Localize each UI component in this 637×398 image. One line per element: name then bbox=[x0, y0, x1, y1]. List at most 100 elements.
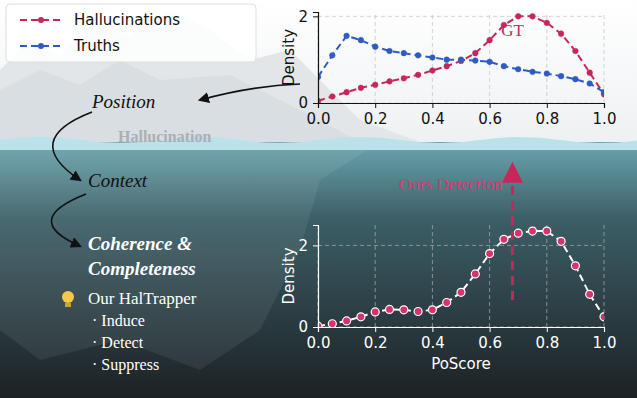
tick-label: 0.6 bbox=[478, 334, 502, 352]
tick-mark bbox=[432, 103, 433, 108]
tick: 0.8 bbox=[535, 327, 559, 352]
legend-label: Truths bbox=[73, 37, 120, 55]
series-marker bbox=[557, 237, 565, 245]
iceberg-underwater bbox=[0, 142, 380, 370]
step-label: Coherence & bbox=[88, 233, 192, 254]
grid-line bbox=[318, 16, 604, 17]
tick-label: 0 bbox=[298, 318, 308, 336]
tick-mark bbox=[547, 327, 548, 332]
tick-label: 0 bbox=[298, 94, 308, 112]
tick-label: 0.6 bbox=[478, 110, 502, 128]
series-marker bbox=[400, 306, 408, 314]
series-marker bbox=[600, 313, 604, 321]
legend-entry: Truths bbox=[20, 37, 120, 55]
sky bbox=[0, 0, 637, 142]
annotation: Ours Detection bbox=[399, 175, 503, 194]
series-marker bbox=[371, 308, 379, 316]
series-marker bbox=[544, 71, 550, 77]
series-marker bbox=[587, 81, 593, 87]
water bbox=[0, 142, 637, 398]
series-marker bbox=[372, 44, 378, 50]
tick-mark bbox=[313, 16, 318, 17]
tick: 2 bbox=[298, 8, 318, 26]
tick: 0.2 bbox=[364, 327, 388, 352]
grid bbox=[318, 12, 604, 103]
tick-label: 0.2 bbox=[364, 110, 388, 128]
x-axis-title: PoScore bbox=[431, 355, 491, 373]
bulb-icon bbox=[62, 291, 74, 307]
series-marker bbox=[344, 33, 350, 39]
annotation: GT bbox=[501, 21, 524, 40]
series-marker bbox=[358, 85, 364, 91]
y-axis: 02 bbox=[298, 226, 318, 337]
tick-label: 0.4 bbox=[421, 334, 445, 352]
method-title: Our HalTrapper bbox=[88, 289, 197, 308]
series-marker bbox=[558, 31, 564, 37]
series-marker bbox=[486, 250, 494, 258]
flow-arrow bbox=[51, 194, 86, 246]
series-marker bbox=[330, 94, 336, 100]
series-marker bbox=[473, 58, 479, 64]
tick-label: 1.0 bbox=[593, 110, 617, 128]
axis-line bbox=[313, 226, 319, 328]
flow-arrow bbox=[200, 84, 300, 100]
tick-mark bbox=[490, 103, 491, 108]
series-marker bbox=[387, 79, 393, 85]
series-marker bbox=[487, 59, 493, 65]
series-line bbox=[318, 36, 604, 92]
legend-entry: Hallucinations bbox=[20, 11, 180, 29]
series-marker bbox=[330, 53, 336, 59]
y-axis-title: Density bbox=[280, 247, 298, 304]
series-marker bbox=[401, 50, 407, 56]
series-marker bbox=[415, 53, 421, 59]
diagram: HallucinationPositionContextCoherence &C… bbox=[51, 84, 300, 374]
tick: 2 bbox=[298, 237, 318, 255]
series-marker bbox=[358, 37, 364, 43]
plot-area bbox=[318, 227, 604, 327]
series-marker bbox=[543, 227, 551, 235]
series-marker bbox=[530, 14, 536, 20]
tick-mark bbox=[432, 327, 433, 332]
flow-arrow bbox=[53, 112, 92, 180]
y-axis-title: Density bbox=[280, 29, 298, 86]
tick: 0.4 bbox=[421, 327, 445, 352]
tick-label: 0.0 bbox=[307, 334, 331, 352]
series-marker bbox=[500, 235, 508, 243]
tick: 1.0 bbox=[593, 103, 617, 128]
chart: 0.00.20.40.60.81.002DensityPoScore bbox=[280, 225, 616, 373]
tick-label: 2 bbox=[298, 237, 308, 255]
tick-label: 0.2 bbox=[364, 334, 388, 352]
step-label: Position bbox=[91, 91, 155, 112]
chart: 0.00.20.40.60.81.002DensityGT bbox=[280, 8, 616, 128]
series-marker bbox=[544, 20, 550, 26]
tick-mark bbox=[604, 103, 605, 108]
annotation-arrow bbox=[511, 166, 514, 300]
grid bbox=[318, 225, 604, 327]
series-marker bbox=[387, 48, 393, 54]
tick: 0.2 bbox=[364, 103, 388, 128]
series-marker bbox=[514, 229, 522, 237]
tick: 0.0 bbox=[307, 103, 331, 128]
series-marker bbox=[443, 299, 451, 307]
axis-line bbox=[319, 104, 605, 109]
series-marker bbox=[430, 55, 436, 61]
tick-label: 1.0 bbox=[593, 334, 617, 352]
series-marker bbox=[515, 66, 521, 72]
tick: 1.0 bbox=[593, 327, 617, 352]
bulb-base bbox=[65, 303, 71, 307]
series-line bbox=[318, 16, 604, 101]
series-line bbox=[318, 231, 604, 326]
series-marker bbox=[571, 262, 579, 270]
tick: 0.6 bbox=[478, 103, 502, 128]
series-marker bbox=[587, 70, 593, 76]
series-marker bbox=[529, 227, 537, 235]
method-item: · Induce bbox=[92, 312, 145, 329]
plot-area bbox=[318, 14, 604, 103]
tick-mark bbox=[375, 103, 376, 108]
series-marker bbox=[487, 37, 493, 43]
series-marker bbox=[530, 69, 536, 75]
tick-label: 2 bbox=[298, 8, 308, 26]
grid-line bbox=[489, 12, 490, 103]
x-axis: 0.00.20.40.60.81.0 bbox=[307, 103, 617, 128]
series-marker bbox=[386, 305, 394, 313]
